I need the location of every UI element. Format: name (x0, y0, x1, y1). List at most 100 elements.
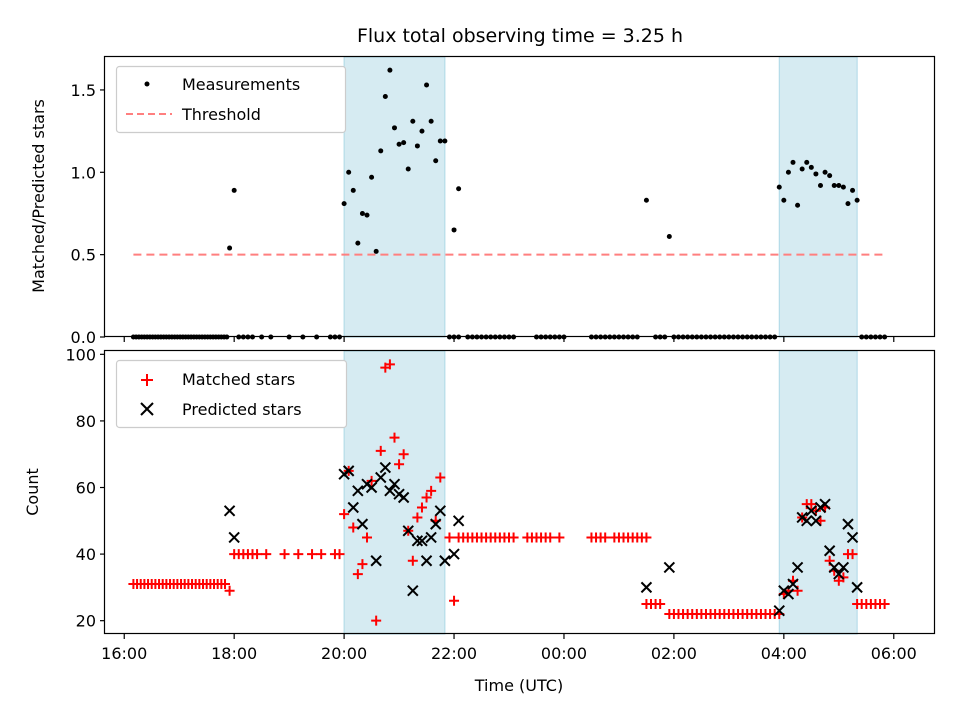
measurement-point (776, 184, 782, 190)
measurement-point (808, 164, 814, 170)
measurement-point (451, 227, 457, 233)
measurement-point (840, 184, 846, 190)
y-tick-label: 20 (76, 612, 96, 631)
bottom-star-points (128, 359, 890, 626)
measurement-point (350, 187, 356, 193)
matched-point (384, 359, 395, 370)
top-shaded-regions (343, 56, 858, 338)
matched-point (879, 599, 890, 610)
predicted-point (347, 501, 359, 514)
predicted-point (663, 561, 676, 574)
measurement-point (666, 234, 672, 240)
matched-point (394, 459, 405, 470)
measurement-point (405, 166, 411, 172)
predicted-point (411, 535, 424, 547)
x-tick-label: 06:00 (871, 644, 917, 663)
predicted-point (823, 545, 836, 557)
measurement-point (442, 138, 448, 144)
predicted-point (342, 465, 355, 477)
measurement-point (387, 67, 393, 73)
measurement-point (845, 201, 851, 207)
matched-point (224, 585, 235, 596)
predicted-point (379, 461, 392, 474)
matched-point (545, 532, 556, 543)
x-tick-label: 20:00 (321, 644, 367, 663)
matched-point (444, 532, 455, 543)
y-tick-label: 0.5 (71, 246, 96, 265)
matched-point (252, 549, 263, 560)
matched-point (421, 492, 432, 503)
y-tick-label: 80 (76, 412, 96, 431)
bottom-shaded-regions (343, 350, 858, 635)
predicted-point (819, 498, 831, 510)
measurement-point (227, 245, 233, 251)
matched-point (435, 472, 446, 483)
measurement-point (804, 159, 810, 165)
matched-point (307, 549, 318, 560)
predicted-point (828, 561, 840, 574)
predicted-point (787, 578, 799, 590)
matched-point (357, 559, 368, 570)
predicted-point (782, 588, 795, 600)
matched-point (293, 549, 304, 560)
bottom-panel: 20 40 60 80 100 16:00 18:00 20:00 22:00 00:00 02:… (23, 345, 936, 695)
predicted-point (640, 581, 653, 594)
matched-point (375, 445, 386, 456)
measurement-point (437, 138, 443, 144)
measurement-point (790, 159, 796, 165)
measurement-point (799, 166, 805, 172)
measurement-point (382, 94, 388, 100)
measurement-point (424, 82, 430, 88)
predicted-point (791, 561, 804, 574)
predicted-point (833, 568, 845, 580)
measurement-point (346, 169, 352, 175)
bottom-y-axis-label: Count (23, 468, 42, 516)
x-axis-label: Time (UTC) (474, 676, 563, 695)
predicted-point (846, 531, 859, 544)
predicted-point (805, 505, 818, 517)
top-legend-box (115, 65, 347, 134)
measurement-point (369, 174, 375, 180)
predicted-point (223, 505, 236, 517)
x-tick-label: 18:00 (211, 644, 257, 663)
x-tick-label: 22:00 (431, 644, 477, 663)
predicted-point (365, 481, 378, 494)
bottom-legend: Matched stars Predicted stars (115, 359, 348, 429)
legend-predicted-label: Predicted stars (182, 400, 302, 419)
predicted-point (425, 531, 437, 544)
measurement-point (795, 202, 801, 208)
matched-point (316, 549, 327, 560)
matched-point (847, 549, 858, 560)
predicted-point (773, 604, 785, 617)
predicted-point (228, 531, 240, 544)
measurement-point (428, 118, 434, 124)
measurement-point (836, 182, 842, 188)
legend-measurements-label: Measurements (182, 75, 300, 94)
measurement-point (341, 201, 347, 207)
top-plot-frame (103, 55, 936, 338)
measurement-point (364, 212, 370, 218)
top-legend: Measurements Threshold (115, 65, 347, 134)
matched-point (261, 549, 272, 560)
chart-title: Flux total observing time = 3.25 h (357, 25, 683, 47)
shaded-region (343, 56, 446, 338)
bottom-y-ticks: 20 40 60 80 100 (65, 345, 105, 631)
measurement-point (822, 169, 828, 175)
measurement-point (850, 187, 856, 193)
legend-matched-marker (141, 374, 153, 386)
predicted-point (430, 518, 442, 530)
measurement-point (831, 182, 837, 188)
measurement-point (785, 169, 791, 175)
predicted-point (384, 485, 396, 497)
measurement-point (355, 240, 361, 246)
y-tick-label: 100 (65, 345, 96, 364)
predicted-point (370, 555, 382, 567)
matched-point (362, 532, 373, 543)
top-y-axis-label: Matched/Predicted stars (29, 99, 48, 293)
y-tick-label: 1.5 (71, 81, 96, 100)
predicted-point (388, 478, 401, 490)
y-tick-label: 40 (76, 545, 96, 564)
predicted-point (416, 535, 428, 547)
matched-point (334, 549, 345, 560)
